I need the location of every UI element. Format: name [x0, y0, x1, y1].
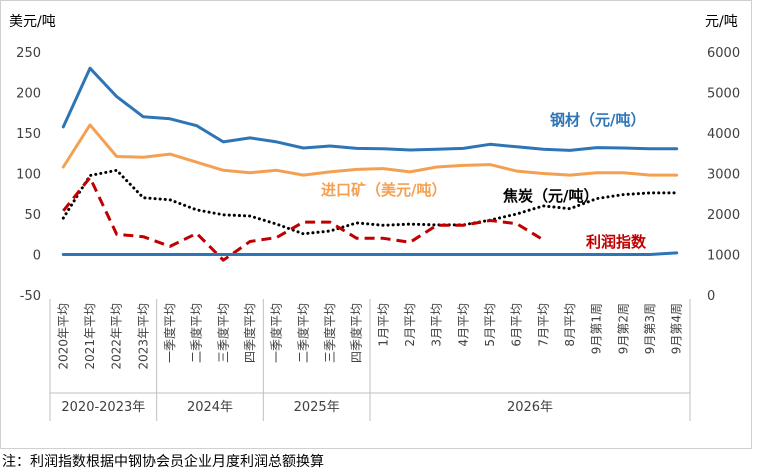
- category-label: 一季度平均: [269, 303, 284, 363]
- series-line-0: [61, 66, 679, 152]
- group-label: 2020-2023年: [61, 400, 145, 415]
- left-tick-label: 250: [16, 46, 41, 61]
- category-label: 一季度平均: [162, 303, 177, 363]
- category-label: 1月平均: [376, 303, 390, 347]
- category-label: 2022年平均: [110, 303, 124, 370]
- left-axis-unit: 美元/吨: [9, 14, 56, 30]
- right-tick-label: 2000: [707, 208, 740, 223]
- series-line-1: [61, 123, 679, 177]
- category-label: 2021年平均: [83, 303, 97, 370]
- left-tick-label: -50: [20, 289, 41, 304]
- right-tick-label: 3000: [707, 168, 740, 183]
- category-label: 2020年平均: [56, 303, 70, 370]
- left-tick-label: 50: [24, 208, 41, 223]
- left-tick-label: 0: [33, 249, 41, 264]
- category-label: 8月平均: [563, 303, 577, 347]
- right-tick-label: 5000: [707, 87, 740, 102]
- right-tick-label: 1000: [707, 249, 740, 264]
- category-label: 6月平均: [510, 303, 524, 347]
- series-label: 进口矿（美元/吨）: [321, 181, 446, 199]
- left-tick-label: 150: [16, 127, 41, 142]
- group-label: 2026年: [507, 400, 553, 415]
- series-label: 钢材（元/吨）: [550, 111, 645, 129]
- series-line-4: [61, 251, 679, 256]
- right-axis-unit: 元/吨: [705, 14, 738, 30]
- category-label: 3月平均: [430, 303, 444, 347]
- category-label: 9月第1周: [590, 303, 604, 354]
- category-label: 5月平均: [483, 303, 497, 347]
- right-tick-label: 6000: [707, 46, 740, 61]
- category-label: 四季度平均: [242, 303, 257, 363]
- category-label: 7月平均: [536, 303, 550, 347]
- left-tick-label: 100: [16, 168, 41, 183]
- chart-frame: 美元/吨 元/吨 -50 0 50 100 150 200 250 0 1000 2000 3000 40…: [0, 0, 752, 449]
- group-label: 2024年: [187, 400, 233, 415]
- series-line-3: [62, 176, 545, 262]
- category-label: 9月第3周: [643, 303, 657, 354]
- chart-svg: 美元/吨 元/吨 -50 0 50 100 150 200 250 0 1000 2000 3000 40…: [9, 14, 740, 421]
- series-label: 利润指数: [586, 233, 647, 251]
- category-label: 四季度平均: [349, 303, 364, 363]
- category-label: 2月平均: [403, 303, 417, 347]
- left-tick-label: 200: [16, 87, 41, 102]
- series-line-2: [61, 168, 679, 236]
- category-label: 三季度平均: [322, 303, 337, 363]
- footnote: 注：利润指数根据中钢协会员企业月度利润总额换算: [2, 454, 324, 470]
- category-label: 二季度平均: [295, 303, 310, 363]
- right-tick-label: 4000: [707, 127, 740, 142]
- category-label: 2023年平均: [136, 303, 150, 370]
- category-label: 9月第2周: [616, 303, 630, 354]
- category-label: 4月平均: [456, 303, 470, 347]
- series-label: 焦炭（元/吨）: [502, 187, 598, 205]
- category-label: 二季度平均: [189, 303, 204, 363]
- group-label: 2025年: [294, 400, 340, 415]
- category-label: 三季度平均: [215, 303, 230, 363]
- category-label: 9月第4周: [670, 303, 684, 354]
- right-tick-label: 0: [707, 289, 715, 304]
